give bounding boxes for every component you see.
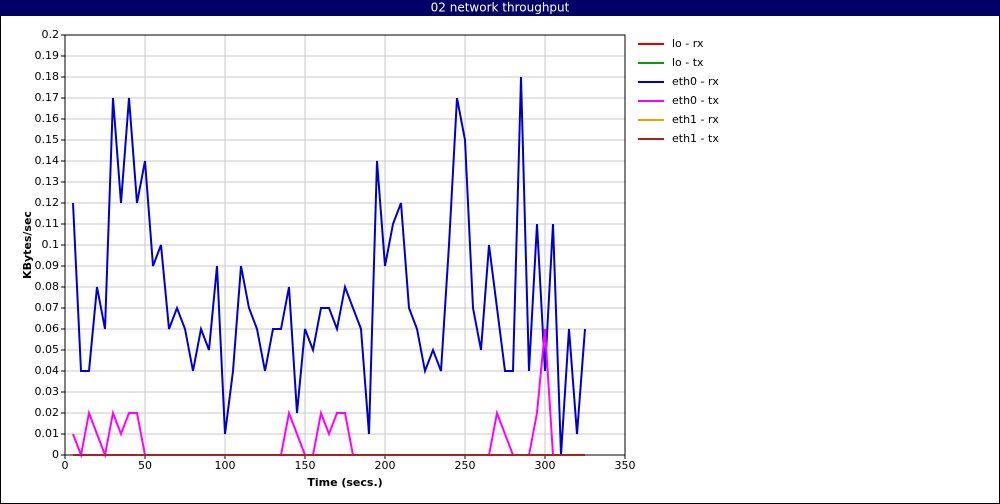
y-tick-label: 0.08	[35, 280, 60, 293]
y-axis-label: KBytes/sec	[21, 211, 34, 279]
legend-label: eth1 - rx	[672, 113, 719, 126]
y-tick-label: 0.05	[35, 343, 60, 356]
chart-title: 02 network throughput	[431, 1, 570, 15]
y-tick-label: 0.07	[35, 301, 60, 314]
y-tick-label: 0.12	[35, 196, 60, 209]
legend-label: lo - tx	[672, 56, 704, 69]
x-tick-label: 100	[215, 459, 236, 472]
title-bar	[0, 0, 1000, 16]
x-tick-label: 200	[375, 459, 396, 472]
y-tick-label: 0.13	[35, 175, 60, 188]
y-tick-label: 0.18	[35, 70, 60, 83]
y-tick-label: 0.11	[35, 217, 60, 230]
y-tick-label: 0.2	[42, 28, 60, 41]
y-tick-label: 0.06	[35, 322, 60, 335]
y-tick-label: 0.09	[35, 259, 60, 272]
y-tick-label: 0.19	[35, 49, 60, 62]
y-tick-label: 0.1	[42, 238, 60, 251]
y-tick-label: 0.02	[35, 406, 60, 419]
legend-label: eth1 - tx	[672, 132, 719, 145]
y-tick-label: 0.16	[35, 112, 60, 125]
y-tick-label: 0.01	[35, 427, 60, 440]
y-tick-label: 0.14	[35, 154, 60, 167]
x-tick-label: 150	[295, 459, 316, 472]
legend-label: eth0 - tx	[672, 94, 719, 107]
y-tick-label: 0.17	[35, 91, 60, 104]
x-axis-label: Time (secs.)	[307, 476, 382, 489]
series-line	[72, 76, 586, 456]
x-tick-label: 50	[138, 459, 152, 472]
legend-label: eth0 - rx	[672, 75, 719, 88]
y-tick-label: 0.15	[35, 133, 60, 146]
x-tick-label: 0	[62, 459, 69, 472]
y-tick-label: 0	[52, 448, 59, 461]
x-tick-label: 350	[615, 459, 636, 472]
x-tick-label: 300	[535, 459, 556, 472]
x-tick-label: 250	[455, 459, 476, 472]
legend-label: lo - rx	[672, 37, 704, 50]
y-tick-label: 0.04	[35, 364, 60, 377]
y-tick-label: 0.03	[35, 385, 60, 398]
